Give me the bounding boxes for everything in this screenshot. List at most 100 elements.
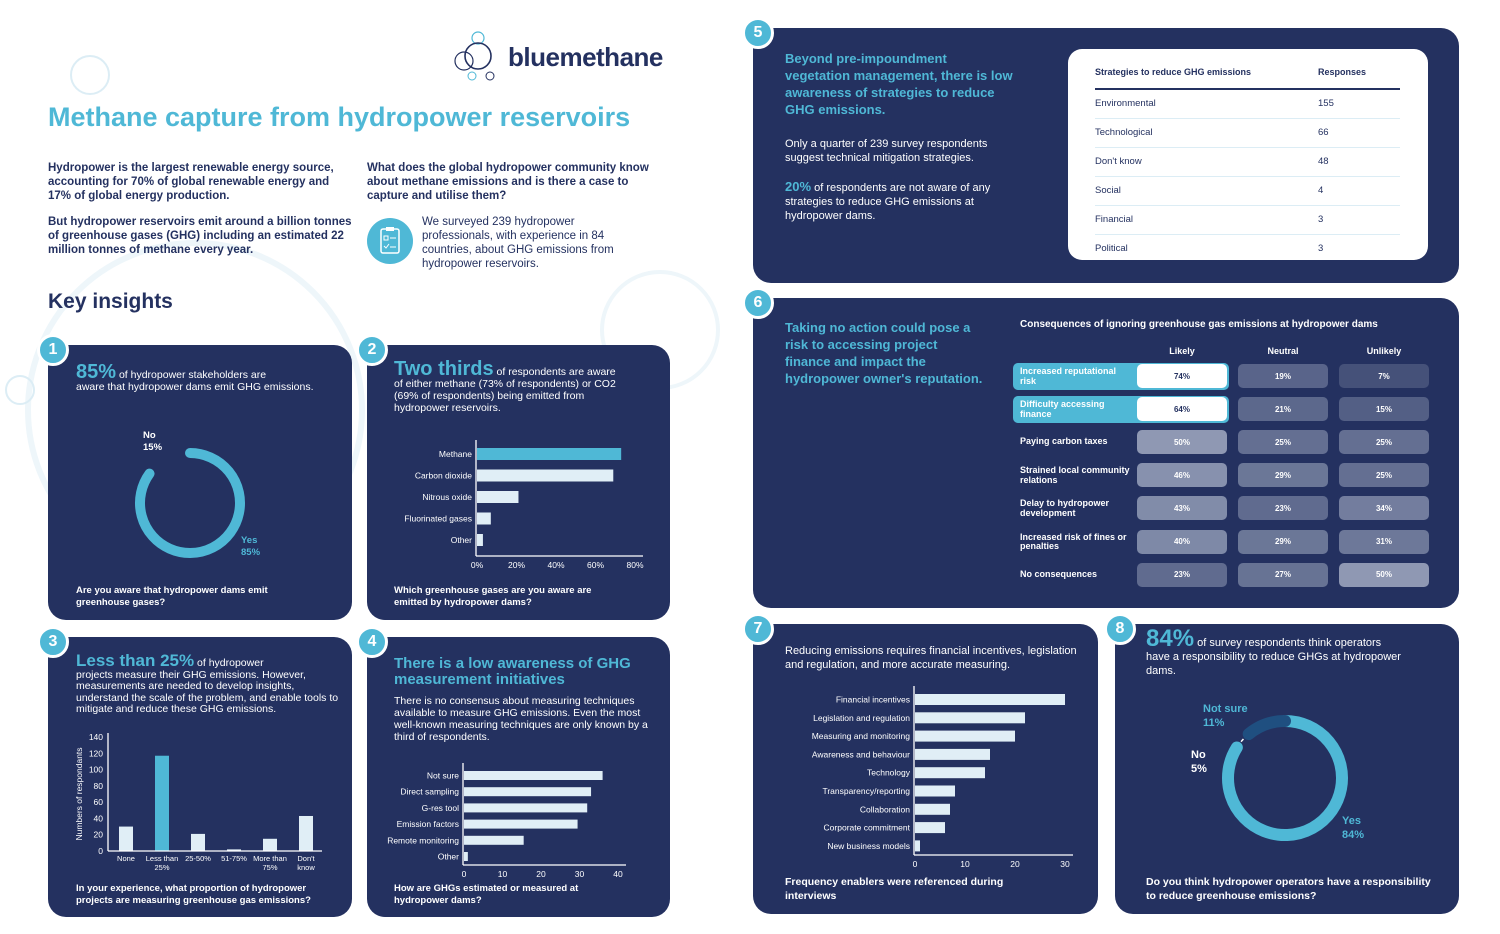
table-row: Financial 3 [1095, 205, 1400, 235]
headline-stat: Less than 25% [76, 651, 195, 670]
strategy-name: Technological [1095, 118, 1318, 148]
consequences-table-title: Consequences of ignoring greenhouse gas … [1020, 319, 1378, 330]
response-count: 155 [1318, 89, 1400, 119]
summary-text: aware that hydropower dams emit GHG emis… [76, 381, 314, 393]
summary-text: have a responsibility to reduce GHGs at … [1146, 651, 1401, 677]
bubbles-logo-icon [454, 31, 495, 81]
panel-6-headline: Taking no action could pose a risk to ac… [785, 320, 983, 386]
donut-label-no: No 5% [1191, 749, 1207, 775]
table-cell: 25% [1339, 430, 1429, 455]
table-cell: 29% [1238, 463, 1328, 488]
category-label: More than 75% [253, 854, 287, 872]
category-label: 25-50% [185, 854, 211, 863]
panel-number-badge: 2 [356, 334, 388, 366]
strategies-table-card: Strategies to reduce GHG emissions Respon… [1068, 49, 1428, 260]
panel-number-badge: 8 [1104, 613, 1136, 645]
response-count: 3 [1318, 205, 1400, 235]
strategy-name: Environmental [1095, 89, 1318, 119]
table-cell: 34% [1339, 496, 1429, 521]
table-cell: 40% [1137, 529, 1227, 554]
table-row: Political 3 [1095, 234, 1400, 263]
chart-question: How are GHGs estimated or measured at hy… [394, 883, 579, 906]
table-cell: 27% [1238, 562, 1328, 587]
column-header: Unlikely [1366, 346, 1402, 356]
row-label: No consequences [1020, 568, 1098, 579]
column-header: Neutral [1267, 346, 1299, 356]
insight-panel-3 [48, 637, 352, 917]
response-count: 66 [1318, 118, 1400, 148]
summary-text: projects measure their GHG emissions. Ho… [76, 668, 339, 715]
summary-text: of respondents are aware [496, 366, 616, 378]
headline-stat: 85% [76, 361, 117, 383]
table-row: Technological 66 [1095, 118, 1400, 148]
response-count: 48 [1318, 147, 1400, 177]
strategy-name: Social [1095, 176, 1318, 206]
summary-text: of either methane (73% of respondents) o… [394, 378, 616, 414]
table-cell: 21% [1238, 397, 1328, 422]
panel-1-summary: 85% of hydropower stakeholders are aware … [76, 362, 336, 393]
table-row: Don't know 48 [1095, 147, 1400, 177]
panel-4-summary: There is no consensus about measuring te… [394, 695, 648, 743]
row-label: Paying carbon taxes [1020, 436, 1108, 447]
table-cell: 23% [1137, 562, 1227, 587]
strategy-name: Political [1095, 243, 1128, 255]
panel-5-text: Only a quarter of 239 survey respondents… [785, 138, 988, 164]
insight-panel-6 [753, 298, 1459, 608]
headline-stat: 20% [785, 179, 812, 194]
donut-label-yes: Yes 84% [1342, 815, 1365, 841]
panel-number-badge: 5 [742, 17, 774, 49]
clipboard-checklist-icon [367, 218, 413, 264]
table-cell: 7% [1339, 364, 1429, 388]
panel-number-badge: 3 [37, 626, 69, 658]
row-label: Difficulty accessing finance [1020, 399, 1105, 419]
decorative-bubble [70, 55, 110, 95]
category-label: Less than 25% [145, 854, 179, 872]
table-cell: 64% [1137, 397, 1227, 422]
summary-text: of survey respondents think operators [1197, 637, 1382, 649]
table-cell: 50% [1339, 562, 1429, 587]
donut-label-yes: Yes 85% [241, 535, 261, 558]
donut-label-no: No 15% [143, 430, 163, 453]
chart-question: In your experience, what proportion of h… [76, 883, 311, 906]
insight-panel-2 [367, 345, 670, 620]
strategies-table: Strategies to reduce GHG emissions Respon… [1095, 55, 1400, 263]
chart-question: Do you think hydropower operators have a… [1146, 876, 1431, 902]
headline-stat: Two thirds [394, 358, 494, 380]
panel-5-headline: Beyond pre-impoundment vegetation manage… [785, 51, 1013, 117]
category-label: Don't know [297, 854, 315, 872]
table-cell: 74% [1137, 364, 1227, 388]
category-label: None [117, 854, 135, 863]
panel-number-badge: 6 [742, 287, 774, 319]
table-row: Social 4 [1095, 176, 1400, 206]
response-count: 3 [1318, 243, 1324, 255]
table-cell: 46% [1137, 463, 1227, 488]
chart-question: Which greenhouse gases are you aware are… [394, 585, 592, 608]
brand-logo: bluemethane [450, 28, 680, 88]
table-cell: 25% [1238, 430, 1328, 455]
panel-number-badge: 1 [37, 334, 69, 366]
table-cell: 15% [1339, 397, 1429, 422]
response-count: 4 [1318, 176, 1400, 206]
page-title: Methane capture from hydropower reservoi… [48, 102, 631, 132]
intro-paragraph-1: Hydropower is the largest renewable ener… [48, 162, 334, 202]
table-cell: 29% [1238, 529, 1328, 554]
brand-name: bluemethane [508, 42, 663, 72]
panel-4-headline: There is a low awareness of GHG measurem… [394, 655, 631, 688]
table-cell: 25% [1339, 463, 1429, 488]
summary-text: of hydropower [197, 657, 264, 669]
table-cell: 43% [1137, 496, 1227, 521]
table-cell: 31% [1339, 529, 1429, 554]
section-heading: Key insights [48, 290, 173, 313]
donut-label-not-sure: Not sure 11% [1203, 703, 1248, 729]
chart-question: Frequency enablers were referenced durin… [785, 876, 1004, 902]
summary-text: of respondents are not aware of any stra… [785, 182, 991, 222]
strategy-name: Don't know [1095, 147, 1318, 177]
intro-paragraph-2: But hydropower reservoirs emit around a … [48, 216, 352, 256]
intro-question: What does the global hydropower communit… [367, 162, 649, 202]
strategy-name: Financial [1095, 205, 1318, 235]
row-label: Increased risk of fines or penalties [1020, 531, 1127, 551]
panel-number-badge: 4 [356, 626, 388, 658]
table-cell: 23% [1238, 496, 1328, 521]
panel-5-stat: 20% of respondents are not aware of any … [785, 180, 1010, 223]
column-header: Responses [1318, 55, 1400, 90]
